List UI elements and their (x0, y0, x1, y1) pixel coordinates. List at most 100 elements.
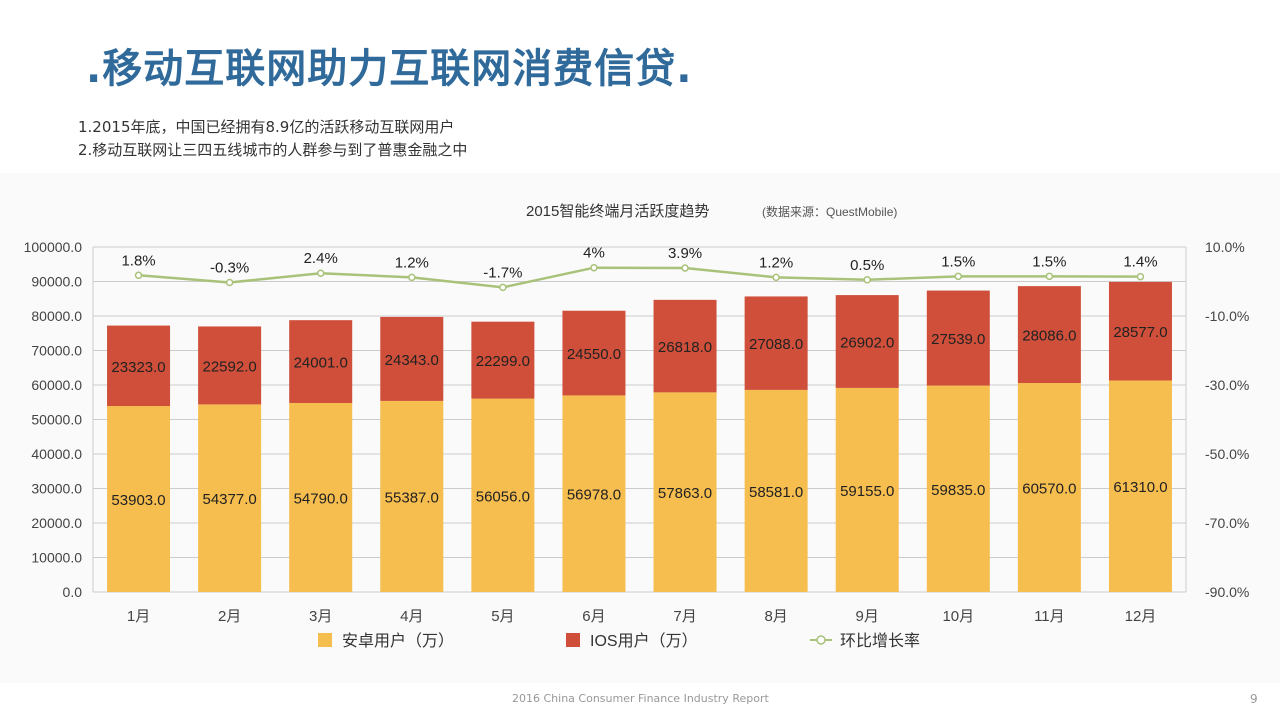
x-tick-label: 8月 (764, 608, 787, 625)
growth-point (134, 271, 143, 280)
growth-point (772, 273, 780, 282)
bar-ios-label: 22299.0 (476, 353, 530, 370)
growth-point (225, 278, 234, 287)
bar-ios (380, 316, 444, 401)
bullet-list: 1.2015年底，中国已经拥有8.9亿的活跃移动互联网用户 2.移动互联网让三四… (78, 116, 467, 162)
bar-ios-label: 28577.0 (1113, 324, 1167, 341)
bar-ios (471, 321, 535, 399)
bar-android-label: 57863.0 (658, 485, 712, 502)
x-tick-label: 2月 (218, 608, 241, 625)
bar-ios (1108, 281, 1172, 381)
bar-android-label: 59835.0 (931, 482, 985, 499)
x-tick-label: 3月 (309, 608, 332, 625)
y-right-tick-label: -70.0% (1205, 515, 1249, 531)
bar-android-label: 53903.0 (111, 492, 165, 509)
growth-label: 1.2% (759, 254, 793, 271)
bar-ios-label: 27539.0 (931, 331, 985, 348)
bar-android (198, 404, 262, 592)
growth-point (1045, 272, 1054, 281)
bar-android (835, 387, 899, 592)
y-left-tick-label: 50000.0 (31, 412, 82, 428)
bar-ios-label: 22592.0 (203, 358, 257, 375)
growth-point (954, 272, 963, 281)
bar-android (289, 402, 353, 592)
y-left-tick-label: 0.0 (63, 584, 83, 600)
bar-ios (198, 326, 262, 405)
bar-android (562, 395, 626, 592)
growth-label: 1.5% (1032, 253, 1066, 270)
bar-ios (107, 325, 171, 407)
bar-ios (1017, 286, 1081, 384)
page-number: 9 (1250, 692, 1258, 706)
x-tick-label: 4月 (400, 608, 423, 625)
bar-ios-label: 23323.0 (111, 359, 165, 376)
y-left-tick-label: 30000.0 (31, 481, 82, 497)
growth-label: 3.9% (668, 245, 702, 262)
x-tick-label: 7月 (673, 608, 696, 625)
y-left-tick-label: 10000.0 (31, 550, 82, 566)
growth-label: 1.4% (1123, 254, 1157, 271)
bar-android-label: 60570.0 (1022, 481, 1076, 498)
x-tick-label: 9月 (856, 608, 879, 625)
y-right-tick-label: -50.0% (1205, 446, 1249, 462)
bar-ios-label: 24343.0 (385, 352, 439, 369)
bar-android-label: 55387.0 (385, 489, 439, 506)
growth-point (499, 283, 507, 292)
y-right-tick-label: -90.0% (1205, 584, 1249, 600)
growth-label: 1.5% (941, 253, 975, 270)
bar-ios (289, 320, 353, 403)
bullet-item: 1.2015年底，中国已经拥有8.9亿的活跃移动互联网用户 (78, 118, 455, 136)
bar-android-label: 59155.0 (840, 483, 894, 500)
y-left-tick-label: 70000.0 (31, 343, 82, 359)
legend-label-ios: IOS用户（万） (590, 632, 698, 650)
bar-ios (744, 296, 808, 390)
legend-swatch-ios (566, 633, 580, 647)
bar-android (380, 400, 444, 592)
bar-android-label: 56978.0 (567, 487, 621, 504)
chart-subtitle: (数据来源：QuestMobile) (762, 204, 897, 219)
x-tick-label: 1月 (127, 608, 150, 625)
growth-line (138, 266, 1141, 289)
y-left-tick-label: 40000.0 (31, 446, 82, 462)
bar-android-label: 54790.0 (294, 490, 348, 507)
bar-ios-label: 24001.0 (294, 355, 348, 372)
chart-panel: 2015智能终端月活跃度趋势 (数据来源：QuestMobile) 100000.0… (0, 173, 1280, 683)
growth-label: -0.3% (210, 260, 249, 277)
y-left-tick-label: 90000.0 (31, 274, 82, 290)
growth-point (863, 276, 871, 284)
bar-ios-label: 28086.0 (1022, 328, 1076, 345)
bar-ios (835, 295, 899, 388)
y-left-tick-label: 60000.0 (31, 377, 82, 393)
x-tick-label: 6月 (582, 608, 605, 625)
bar-ios-label: 24550.0 (567, 346, 621, 363)
growth-label: -1.7% (483, 264, 522, 281)
y-right-tick-label: -10.0% (1205, 308, 1249, 324)
page-title: .移动互联网助力互联网消费信贷. (86, 46, 693, 92)
bar-ios (562, 310, 626, 396)
legend-label-growth: 环比增长率 (840, 632, 920, 650)
bar-ios (653, 299, 717, 393)
bar-android (653, 392, 717, 592)
y-right-tick-label: 10.0% (1205, 239, 1245, 255)
x-tick-label: 11月 (1034, 608, 1065, 625)
chart-title: 2015智能终端月活跃度趋势 (526, 202, 709, 220)
growth-label: 4% (583, 245, 605, 262)
x-tick-label: 5月 (491, 608, 514, 625)
bar-ios-label: 27088.0 (749, 336, 803, 353)
growth-label: 1.2% (395, 254, 429, 271)
bar-android-label: 56056.0 (476, 488, 530, 505)
y-right-tick-label: -30.0% (1205, 377, 1249, 393)
bar-ios-label: 26902.0 (840, 335, 894, 352)
bar-ios (926, 290, 990, 386)
growth-point (408, 273, 416, 282)
bar-android (926, 385, 990, 592)
bar-android (1108, 380, 1172, 592)
footer-text: 2016 China Consumer Finance Industry Rep… (512, 692, 769, 705)
growth-point (681, 264, 689, 272)
growth-label: 2.4% (304, 250, 338, 267)
bullet-item: 2.移动互联网让三四五线城市的人群参与到了普惠金融之中 (78, 141, 468, 159)
growth-point (1136, 272, 1145, 281)
y-left-tick-label: 100000.0 (24, 239, 83, 255)
bar-android-label: 58581.0 (749, 484, 803, 501)
bar-ios-label: 26818.0 (658, 339, 712, 356)
